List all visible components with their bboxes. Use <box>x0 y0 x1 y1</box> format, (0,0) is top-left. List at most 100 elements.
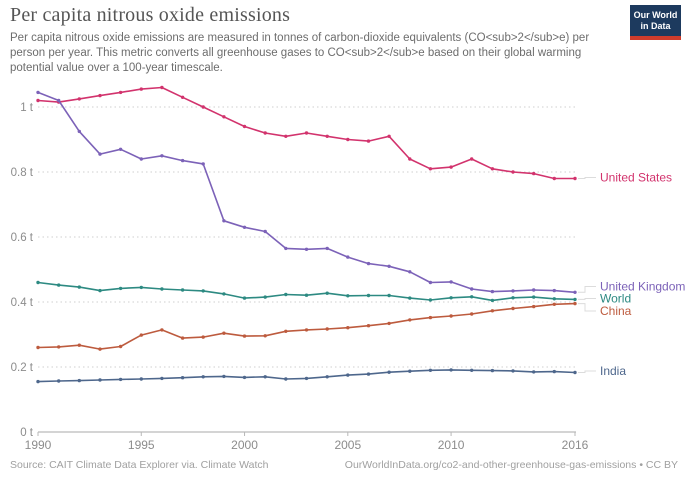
data-point-united-kingdom <box>180 158 185 163</box>
data-point-united-kingdom <box>366 261 371 266</box>
data-point-united-states <box>242 124 247 129</box>
data-point-united-states <box>346 137 350 142</box>
x-axis-label: 2000 <box>231 438 258 452</box>
data-point-china <box>242 334 247 338</box>
data-point-china <box>552 302 556 306</box>
data-point-united-kingdom <box>428 280 433 285</box>
data-point-china <box>511 306 515 311</box>
data-point-china <box>263 334 267 338</box>
data-point-china <box>160 328 164 332</box>
owid-logo[interactable]: Our World in Data <box>630 5 681 40</box>
data-point-united-states <box>428 167 433 171</box>
x-axis-label: 1995 <box>128 438 155 452</box>
y-axis-label: 0 t <box>20 427 34 439</box>
data-point-world <box>408 296 412 300</box>
x-axis-label: 2010 <box>438 438 465 452</box>
data-point-united-kingdom <box>449 280 453 284</box>
data-point-united-states <box>304 131 309 135</box>
chart-title: Per capita nitrous oxide emissions <box>10 4 291 26</box>
owid-logo-text-line2: in Data <box>640 20 671 31</box>
data-point-india <box>139 377 143 381</box>
data-point-china <box>325 327 329 331</box>
data-point-united-states <box>98 93 102 98</box>
data-point-united-states <box>408 157 412 161</box>
legend-label-world[interactable]: World <box>600 292 631 306</box>
data-point-china <box>387 321 391 326</box>
data-point-india <box>490 368 495 373</box>
data-point-india <box>77 378 82 383</box>
data-point-united-states <box>573 176 577 181</box>
data-point-world <box>77 285 82 289</box>
data-point-world <box>387 293 391 298</box>
data-point-china <box>490 309 495 313</box>
data-point-united-states <box>552 176 556 181</box>
data-point-world <box>346 294 350 298</box>
data-point-world <box>98 288 102 293</box>
data-point-united-states <box>470 157 474 161</box>
data-point-china <box>408 318 412 322</box>
data-point-united-kingdom <box>346 255 350 259</box>
data-point-india <box>304 376 309 381</box>
data-point-world <box>180 288 185 292</box>
owid-logo-text-line1: Our World <box>633 9 678 20</box>
data-point-world <box>325 291 329 295</box>
data-point-united-kingdom <box>98 152 102 156</box>
data-point-india <box>387 370 391 374</box>
data-point-united-states <box>77 97 82 101</box>
legend-label-china[interactable]: China <box>600 304 632 318</box>
data-point-china <box>98 347 102 351</box>
data-point-india <box>325 375 329 379</box>
data-point-united-kingdom <box>304 247 309 251</box>
data-point-india <box>552 369 556 374</box>
data-point-united-states <box>201 105 205 109</box>
data-point-united-states <box>387 134 391 138</box>
series-line-united-kingdom[interactable] <box>37 91 576 294</box>
data-point-united-kingdom <box>470 287 474 291</box>
data-point-united-states <box>180 95 185 100</box>
y-axis-label: 1 t <box>20 102 34 114</box>
data-point-united-states <box>36 98 40 103</box>
data-point-china <box>139 333 143 337</box>
data-point-world <box>222 292 226 296</box>
x-axis-label: 2005 <box>334 438 361 452</box>
data-point-world <box>428 298 433 302</box>
data-point-united-kingdom <box>139 157 143 161</box>
data-point-world <box>36 280 40 285</box>
attribution-note[interactable]: OurWorldInData.org/co2-and-other-greenho… <box>344 459 678 471</box>
data-point-united-states <box>511 170 515 174</box>
data-point-world <box>263 295 267 299</box>
data-point-united-states <box>490 167 495 171</box>
data-point-india <box>346 373 350 377</box>
series-line-china[interactable] <box>37 302 576 350</box>
data-point-world <box>139 285 143 290</box>
legend-label-india[interactable]: India <box>600 364 626 378</box>
data-point-india <box>180 376 185 380</box>
line-chart-canvas[interactable]: 0 t 0.2 t 0.4 t 0.6 t 0.8 t 1 t 1990 1995 2000 20… <box>0 0 686 456</box>
y-axis-label: 0.4 t <box>11 297 34 309</box>
data-point-china <box>532 304 536 309</box>
data-point-world <box>490 298 495 303</box>
data-point-united-states <box>118 90 123 95</box>
data-point-india <box>449 368 453 372</box>
legend-label-united-states[interactable]: United States <box>600 171 672 185</box>
data-point-india <box>366 372 371 376</box>
y-axis-label: 0.8 t <box>11 167 34 179</box>
data-point-china <box>284 329 288 333</box>
data-point-china <box>201 335 205 339</box>
data-point-united-kingdom <box>284 246 288 251</box>
data-point-india <box>160 376 164 381</box>
data-point-india <box>263 375 267 379</box>
data-point-india <box>36 379 40 384</box>
data-point-united-states <box>139 87 143 91</box>
data-point-china <box>57 345 61 349</box>
x-axis-label: 2016 <box>562 438 589 452</box>
data-point-united-kingdom <box>160 154 164 158</box>
data-point-world <box>160 287 164 291</box>
data-point-united-kingdom <box>36 90 40 95</box>
legend-label-united-kingdom[interactable]: United Kingdom <box>600 280 685 294</box>
data-point-india <box>470 368 474 372</box>
data-point-united-states <box>222 115 226 119</box>
subtitle-line: person per year. This metric converts al… <box>10 47 582 59</box>
x-axis-label: 1990 <box>25 438 52 452</box>
